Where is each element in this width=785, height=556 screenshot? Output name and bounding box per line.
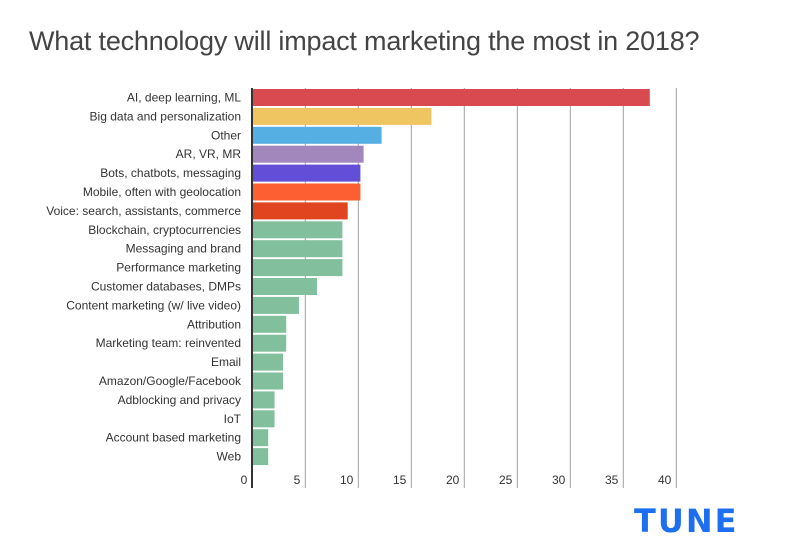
x-tick-label: 20: [446, 473, 460, 487]
bar: [252, 296, 299, 314]
category-label: IoT: [224, 412, 242, 426]
bar: [252, 391, 275, 409]
bar: [252, 448, 269, 466]
bar: [252, 107, 432, 125]
category-label: Blockchain, cryptocurrencies: [88, 223, 241, 237]
chart-title: What technology will impact marketing th…: [29, 26, 700, 56]
category-label: Attribution: [187, 317, 241, 331]
tune-logo: TUNE: [634, 502, 739, 540]
bar: [252, 429, 269, 447]
category-label: Voice: search, assistants, commerce: [46, 204, 241, 218]
category-label: Amazon/Google/Facebook: [99, 374, 242, 388]
bar: [252, 353, 284, 371]
bar: [252, 315, 287, 333]
x-tick-label: 35: [605, 473, 619, 487]
category-label: Customer databases, DMPs: [91, 280, 241, 294]
x-tick-label: 40: [658, 473, 672, 487]
bar: [252, 89, 650, 106]
category-label: Adblocking and privacy: [118, 393, 241, 407]
category-label: Messaging and brand: [126, 242, 241, 256]
x-tick-label: 0: [241, 473, 248, 487]
bar: [252, 278, 317, 295]
category-label: Web: [217, 450, 242, 464]
x-tick-labels: 0 5 10 15 20 25 30 35 40: [241, 473, 672, 487]
bar: [252, 126, 382, 144]
bar: [252, 183, 361, 201]
bar: [252, 259, 343, 277]
bar: [252, 334, 287, 352]
category-label: Mobile, often with geolocation: [83, 185, 241, 199]
x-tick-label: 25: [499, 473, 513, 487]
x-tick-label: 30: [552, 473, 566, 487]
category-label: Account based marketing: [106, 431, 241, 445]
x-tick-label: 15: [393, 473, 407, 487]
category-label: Bots, chatbots, messaging: [100, 166, 241, 180]
category-label: Other: [211, 128, 241, 142]
category-labels: AI, deep learning, ML Big data and person…: [46, 91, 242, 464]
bar: [252, 145, 364, 163]
bar: [252, 164, 361, 182]
category-label: Big data and personalization: [90, 109, 241, 123]
category-label: Content marketing (w/ live video): [66, 298, 241, 312]
category-label: Marketing team: reinvented: [96, 336, 241, 350]
category-label: Performance marketing: [116, 261, 241, 275]
category-label: AR, VR, MR: [176, 147, 242, 161]
category-label: Email: [211, 355, 241, 369]
bar: [252, 240, 343, 258]
bar: [252, 221, 343, 239]
category-label: AI, deep learning, ML: [127, 91, 241, 105]
bar: [252, 410, 275, 428]
bar: [252, 202, 348, 220]
x-tick-label: 5: [294, 473, 301, 487]
bars: [252, 89, 650, 466]
x-tick-label: 10: [340, 473, 354, 487]
bar: [252, 372, 284, 390]
